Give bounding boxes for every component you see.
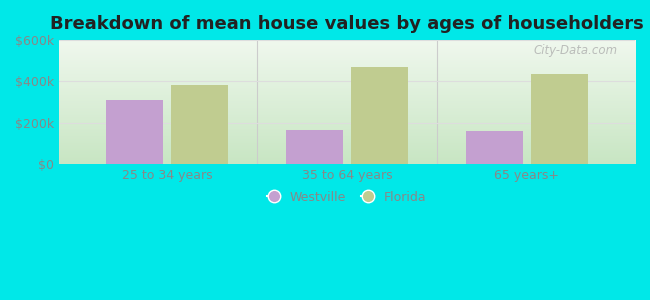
Title: Breakdown of mean house values by ages of householders: Breakdown of mean house values by ages o… — [50, 15, 644, 33]
Bar — [350, 67, 408, 164]
Bar — [106, 100, 163, 164]
Bar — [530, 74, 588, 164]
Bar — [466, 131, 523, 164]
Bar — [170, 85, 228, 164]
Bar — [286, 130, 343, 164]
Legend: Westville, Florida: Westville, Florida — [261, 184, 433, 210]
Text: City-Data.com: City-Data.com — [534, 44, 618, 57]
